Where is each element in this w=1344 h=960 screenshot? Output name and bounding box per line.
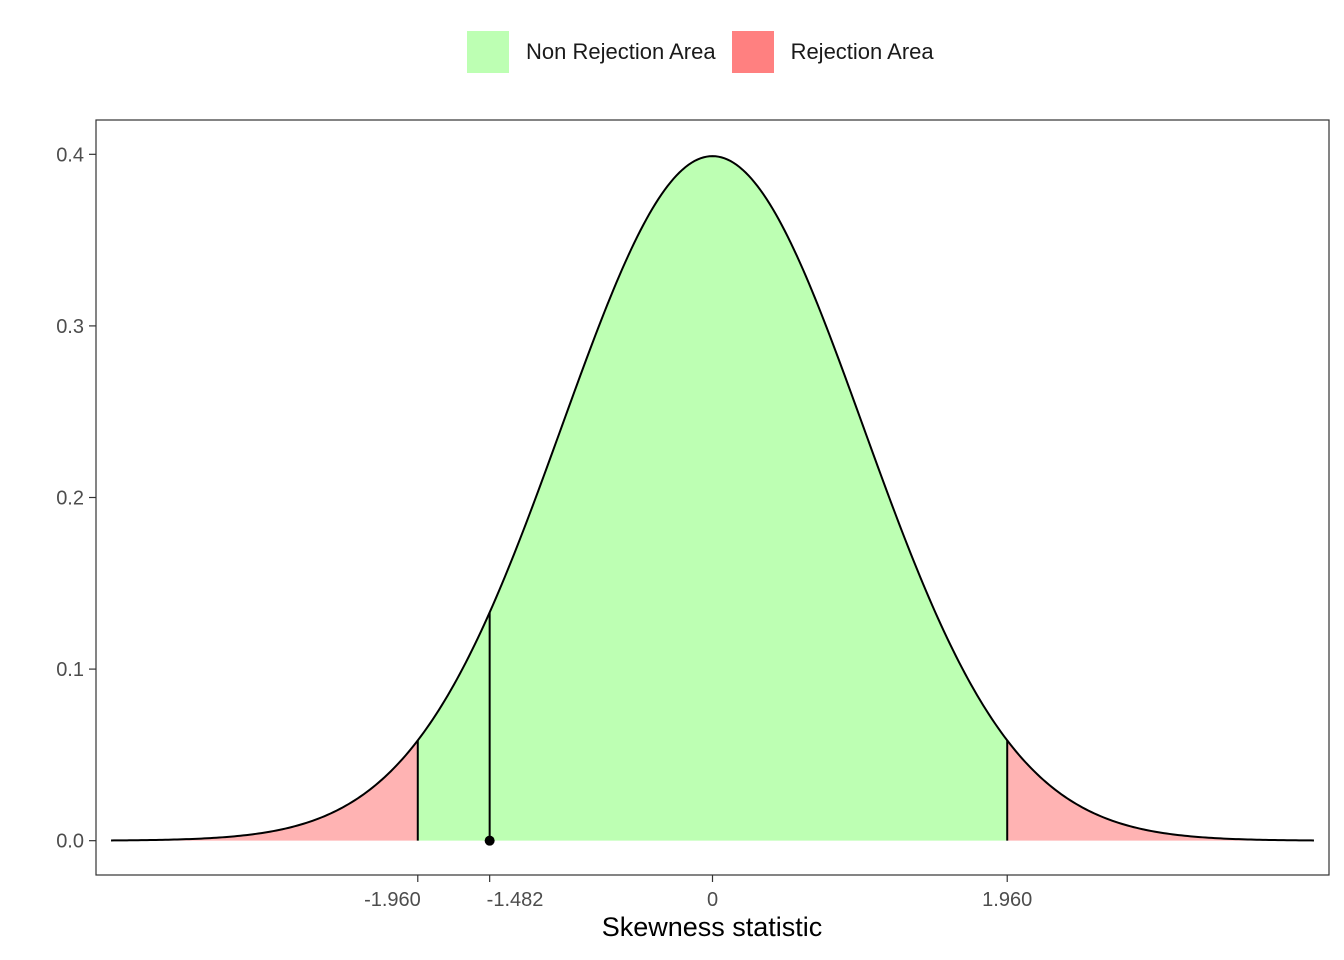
legend-label-non-rejection: Non Rejection Area: [526, 39, 716, 64]
y-tick-label: 0.0: [56, 831, 84, 853]
legend-key-non-rejection: [467, 31, 509, 73]
x-tick-label: 0: [707, 889, 718, 911]
x-tick-label: -1.960: [364, 889, 421, 911]
non-rejection-area: [417, 156, 1008, 841]
rejection-area-right: [1007, 740, 1314, 841]
x-tick-label: 1.960: [982, 889, 1032, 911]
legend-label-rejection: Rejection Area: [790, 39, 934, 64]
x-axis-title: Skewness statistic: [601, 912, 823, 942]
statistic-point: [484, 835, 495, 846]
y-tick-label: 0.4: [56, 144, 84, 166]
chart-legend: Non Rejection Area Rejection Area: [467, 31, 950, 73]
legend-item-non-rejection: Non Rejection Area: [467, 31, 716, 73]
x-tick-label: -1.482: [487, 889, 544, 911]
y-tick-label: 0.2: [56, 488, 84, 510]
legend-key-rejection: [731, 31, 774, 73]
legend-item-rejection: Rejection Area: [731, 31, 934, 73]
y-tick-label: 0.1: [56, 659, 84, 681]
rejection-area-left: [111, 740, 418, 841]
y-tick-label: 0.3: [56, 316, 84, 338]
density-curve: [111, 155, 1314, 842]
